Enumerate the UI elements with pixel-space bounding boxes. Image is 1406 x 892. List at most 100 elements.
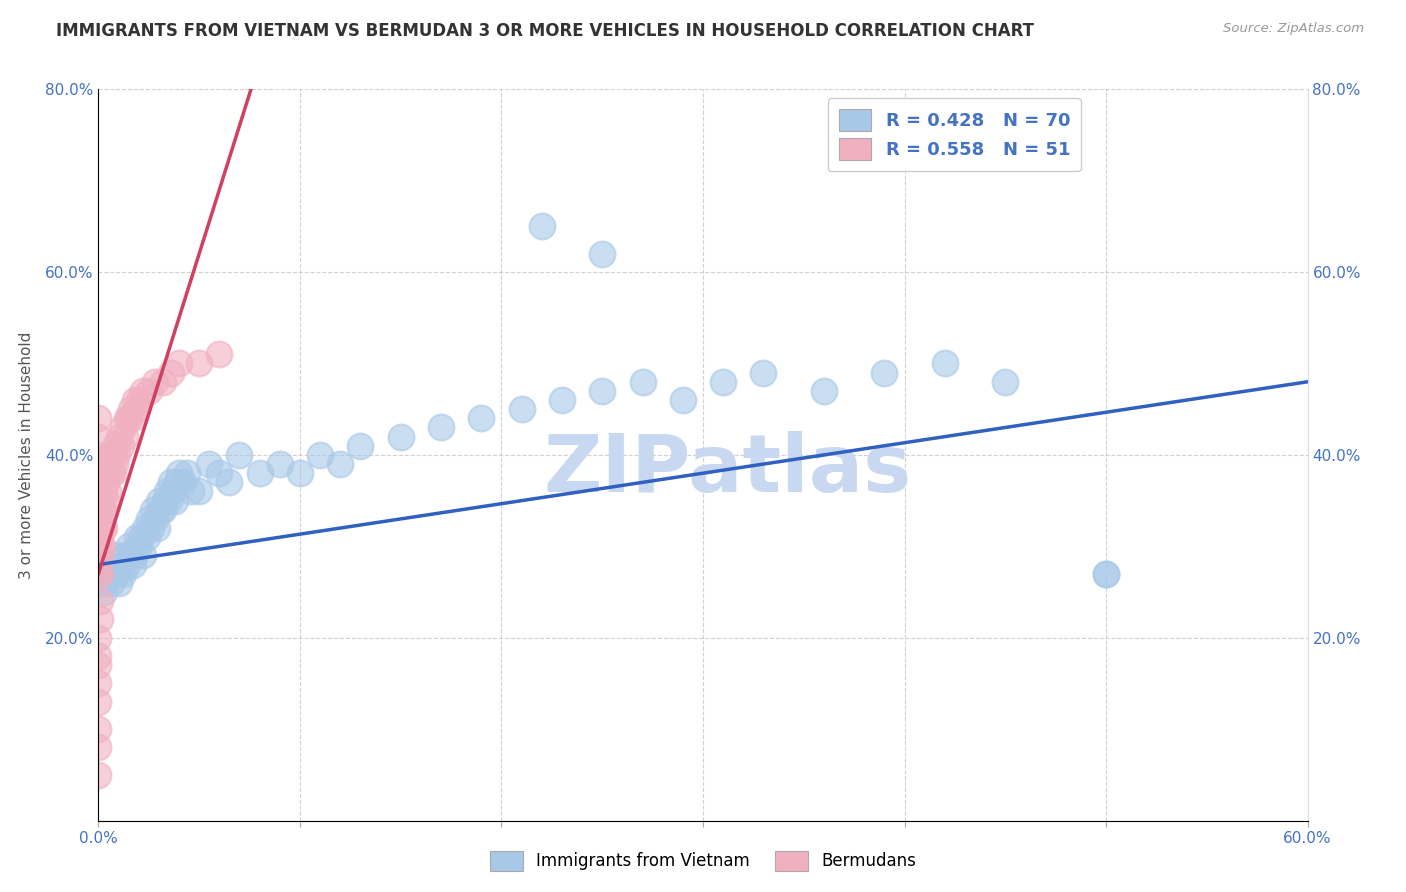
- Point: [157, 493, 180, 508]
- Point: [672, 392, 695, 407]
- Point: [176, 466, 198, 480]
- Point: [87, 695, 110, 709]
- Legend: R = 0.428   N = 70, R = 0.558   N = 51: R = 0.428 N = 70, R = 0.558 N = 51: [828, 98, 1081, 171]
- Point: [134, 521, 156, 535]
- Point: [91, 503, 114, 517]
- Point: [631, 375, 654, 389]
- Point: [218, 475, 240, 490]
- Point: [97, 484, 120, 499]
- Point: [91, 576, 114, 591]
- Point: [87, 658, 110, 673]
- Point: [97, 466, 120, 480]
- Point: [87, 466, 110, 480]
- Point: [156, 484, 179, 499]
- Point: [114, 430, 136, 444]
- Point: [143, 375, 166, 389]
- Point: [87, 631, 110, 645]
- Point: [87, 649, 110, 664]
- Point: [162, 484, 184, 499]
- Point: [129, 530, 152, 544]
- Point: [530, 219, 553, 234]
- Point: [110, 439, 132, 453]
- Point: [510, 402, 533, 417]
- Point: [111, 420, 134, 434]
- Point: [269, 457, 291, 471]
- Y-axis label: 3 or more Vehicles in Household: 3 or more Vehicles in Household: [18, 331, 34, 579]
- Point: [107, 430, 129, 444]
- Point: [105, 448, 128, 462]
- Point: [813, 384, 835, 398]
- Point: [87, 539, 110, 553]
- Point: [163, 493, 186, 508]
- Point: [115, 558, 138, 572]
- Point: [1095, 566, 1118, 581]
- Point: [142, 503, 165, 517]
- Point: [89, 530, 111, 544]
- Point: [167, 356, 190, 371]
- Point: [125, 530, 148, 544]
- Point: [124, 392, 146, 407]
- Point: [93, 558, 115, 572]
- Point: [389, 430, 412, 444]
- Point: [89, 512, 111, 526]
- Point: [93, 503, 115, 517]
- Point: [101, 466, 124, 480]
- Point: [120, 549, 142, 563]
- Point: [101, 566, 124, 581]
- Point: [711, 375, 734, 389]
- Point: [124, 549, 146, 563]
- Point: [172, 475, 194, 490]
- Point: [228, 448, 250, 462]
- Point: [89, 613, 111, 627]
- Point: [132, 384, 155, 398]
- Point: [752, 366, 775, 380]
- Point: [132, 549, 155, 563]
- Point: [103, 549, 125, 563]
- Point: [160, 475, 183, 490]
- Point: [1095, 566, 1118, 581]
- Point: [89, 493, 111, 508]
- Point: [115, 411, 138, 425]
- Point: [87, 723, 110, 737]
- Legend: Immigrants from Vietnam, Bermudans: Immigrants from Vietnam, Bermudans: [481, 842, 925, 880]
- Point: [96, 566, 118, 581]
- Point: [105, 566, 128, 581]
- Point: [87, 566, 110, 581]
- Point: [198, 457, 221, 471]
- Point: [167, 466, 190, 480]
- Point: [125, 402, 148, 417]
- Point: [160, 366, 183, 380]
- Text: IMMIGRANTS FROM VIETNAM VS BERMUDAN 3 OR MORE VEHICLES IN HOUSEHOLD CORRELATION : IMMIGRANTS FROM VIETNAM VS BERMUDAN 3 OR…: [56, 22, 1035, 40]
- Point: [994, 375, 1017, 389]
- Point: [149, 503, 172, 517]
- Point: [107, 576, 129, 591]
- Point: [934, 356, 956, 371]
- Point: [249, 466, 271, 480]
- Point: [208, 466, 231, 480]
- Point: [91, 521, 114, 535]
- Text: ZIPatlas: ZIPatlas: [543, 431, 911, 508]
- Point: [89, 594, 111, 608]
- Point: [91, 539, 114, 553]
- Point: [114, 549, 136, 563]
- Point: [87, 676, 110, 690]
- Point: [121, 411, 143, 425]
- Point: [87, 484, 110, 499]
- Point: [121, 558, 143, 572]
- Point: [146, 521, 169, 535]
- Point: [118, 411, 141, 425]
- Point: [111, 566, 134, 581]
- Point: [103, 439, 125, 453]
- Point: [89, 566, 111, 581]
- Point: [153, 493, 176, 508]
- Point: [152, 375, 174, 389]
- Point: [96, 475, 118, 490]
- Point: [138, 384, 160, 398]
- Point: [93, 585, 115, 599]
- Point: [152, 503, 174, 517]
- Point: [93, 521, 115, 535]
- Point: [873, 366, 896, 380]
- Point: [120, 402, 142, 417]
- Point: [430, 420, 453, 434]
- Point: [100, 466, 122, 480]
